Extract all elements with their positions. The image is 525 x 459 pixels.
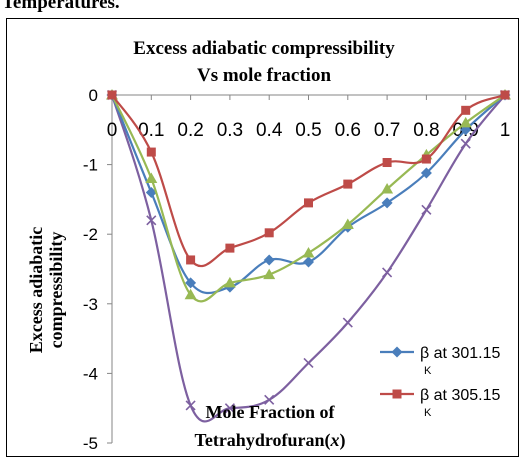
data-point-x-stroke [146,215,157,226]
x-axis-label-end: ) [340,430,346,451]
x-tick-label: 1 [500,120,511,141]
y-tick-label: -4 [83,364,98,383]
data-point-x [342,317,353,328]
data-point-triangle [459,116,472,128]
x-tick-label: 0 [107,120,118,141]
legend-label-unit: K [424,365,432,377]
series-line [110,94,506,423]
y-tick-label: -5 [83,434,98,453]
data-point-triangle [381,182,394,194]
x-tick-label: 0.8 [413,120,439,141]
legend: β at 301.15 Kβ at 305.15 K [380,345,500,419]
legend-label: β at 305.15 [420,387,500,404]
data-point-x-stroke [264,394,275,405]
data-point-square [186,255,196,265]
x-tick-label: 0.3 [217,120,243,141]
data-point-square [264,228,274,238]
data-point-x [224,403,235,414]
legend-entry: β at 301.15 K [380,345,500,377]
legend-entry: β at 305.15 K [380,387,500,419]
data-point-x [303,357,314,369]
series-layer [106,89,511,423]
data-point-diamond [420,167,432,179]
data-point-x [382,267,393,278]
data-point-diamond [185,277,197,289]
series-2 [107,90,510,268]
chart-title: Excess adiabatic compressibility [133,38,395,59]
y-tick-label: -2 [83,225,98,244]
axes: 0-1-2-3-4-500.10.20.30.40.50.60.70.80.91 [83,86,510,453]
data-point-square [304,198,313,208]
data-point-x-stroke [224,403,235,414]
data-point-square [225,243,235,253]
x-tick-label: 0.7 [374,120,400,141]
data-point-diamond [381,197,393,209]
x-axis-label-main: Tetrahydrofuran( [194,430,330,451]
data-point-diamond [303,256,314,268]
data-point-square [392,389,402,399]
x-tick-label: 0.4 [256,120,283,141]
data-point-x [421,204,432,215]
series-line [111,94,506,303]
y-tick-label: -3 [83,295,98,314]
data-point-x-stroke [185,400,196,411]
data-point-x-stroke [460,138,471,149]
x-tick-label: 0.1 [138,120,164,141]
series-line [110,94,506,295]
data-point-triangle [145,172,158,184]
data-point-triangle [263,268,276,280]
data-point-square [107,90,117,100]
data-point-x-stroke [303,357,314,369]
data-point-x-stroke [421,204,432,215]
data-point-x [264,394,275,405]
y-axis-label-line1: Excess adiabatic [26,227,46,354]
legend-label: β at 301.15 [420,345,500,362]
data-point-triangle [223,276,236,288]
x-axis-label-line1: Mole Fraction of [206,402,336,422]
data-point-x [185,400,196,411]
x-tick-label: 0.5 [295,120,321,141]
x-axis-label-line2: Tetrahydrofuran(x) [194,430,345,451]
data-point-triangle [184,288,197,300]
x-axis-label-variable: x [330,430,340,450]
data-point-x-stroke [382,267,393,278]
chart-labels: Excess adiabatic compressibility Vs mole… [26,38,395,451]
data-point-square [500,90,510,100]
legend-label-unit: K [424,407,432,419]
data-point-x [146,215,157,226]
page-header-fragment: Temperatures. [2,0,120,13]
data-point-x-stroke [342,317,353,328]
data-point-diamond [145,186,157,198]
chart-subtitle: Vs mole fraction [197,65,331,86]
data-point-diamond [391,346,403,358]
y-tick-label: -1 [83,156,98,175]
data-point-triangle [341,218,354,229]
y-tick-label: 0 [89,86,98,105]
data-point-x [460,138,471,149]
data-point-square [382,158,392,168]
data-point-square [146,147,156,157]
data-point-square [343,179,353,189]
y-axis-label-line2: compressibility [46,232,66,349]
data-point-diamond [263,254,275,266]
x-tick-label: 0.2 [177,120,203,141]
x-tick-label: 0.6 [335,120,361,141]
data-point-square [421,154,431,164]
data-point-square [461,105,471,115]
data-point-triangle [302,246,315,258]
